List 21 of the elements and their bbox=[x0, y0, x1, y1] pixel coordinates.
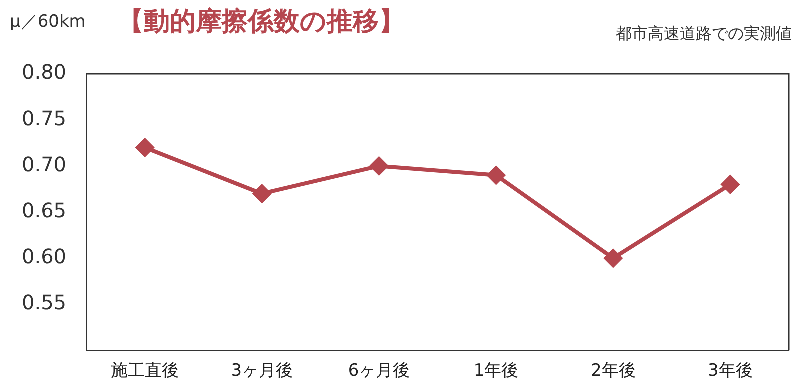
chart-title: 【動的摩擦係数の推移】 bbox=[118, 6, 405, 39]
x-tick-label: 3ヶ月後 bbox=[231, 361, 294, 382]
point bbox=[253, 184, 272, 203]
chart-subtitle: 都市高速道路での実測値 bbox=[616, 24, 792, 45]
point bbox=[370, 157, 388, 176]
y-tick-label: 0.70 bbox=[22, 152, 67, 176]
y-tick-label: 0.55 bbox=[22, 290, 67, 315]
x-tick-label: 1年後 bbox=[474, 361, 519, 382]
y-tick-label: 0.65 bbox=[22, 198, 67, 223]
x-tick-label: 施工直後 bbox=[111, 361, 180, 382]
x-tick-label: 2年後 bbox=[590, 361, 636, 382]
y-tick-label: 0.75 bbox=[22, 106, 67, 130]
point bbox=[136, 138, 154, 157]
x-tick-label: 6ヶ月後 bbox=[348, 361, 410, 382]
x-tick-label: 3年後 bbox=[708, 361, 753, 382]
y-tick-label: 0.60 bbox=[22, 244, 67, 269]
y-axis-title: μ／60km bbox=[10, 11, 86, 33]
point bbox=[721, 176, 740, 194]
point bbox=[487, 166, 506, 184]
point bbox=[604, 249, 622, 268]
y-tick-label: 0.80 bbox=[22, 60, 67, 84]
